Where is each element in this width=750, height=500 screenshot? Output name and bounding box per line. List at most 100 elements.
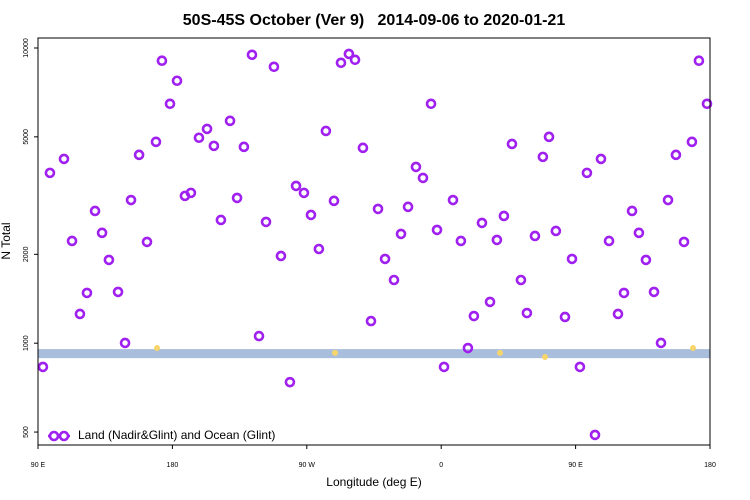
x-axis-label: Longitude (deg E) — [326, 475, 421, 489]
point — [395, 228, 407, 240]
point — [125, 194, 137, 206]
point — [66, 235, 78, 247]
point — [574, 361, 586, 373]
point — [298, 187, 310, 199]
point — [103, 254, 115, 266]
point — [171, 75, 183, 87]
point — [618, 287, 630, 299]
highlight-point — [154, 345, 161, 352]
point — [566, 253, 578, 265]
point — [343, 48, 355, 60]
point — [581, 167, 593, 179]
point — [357, 142, 369, 154]
point — [156, 55, 168, 67]
highlight-point — [497, 349, 504, 356]
point — [231, 192, 243, 204]
x-tick-label: 90 E — [31, 462, 46, 469]
highlight-point — [332, 349, 339, 356]
point — [417, 172, 429, 184]
x-tick-label: 180 — [704, 462, 716, 469]
point — [529, 230, 541, 242]
y-tick-label: 2000 — [23, 246, 30, 262]
point — [402, 201, 414, 213]
point — [44, 167, 56, 179]
legend-item: Land (Nadir&Glint) and Ocean (Glint) — [48, 428, 275, 442]
point — [260, 216, 272, 228]
point — [655, 337, 667, 349]
point — [150, 136, 162, 148]
point — [372, 203, 384, 215]
point — [686, 136, 698, 148]
point — [335, 57, 347, 69]
point — [537, 151, 549, 163]
point — [193, 132, 205, 144]
point — [484, 296, 496, 308]
point — [119, 337, 131, 349]
point — [388, 274, 400, 286]
legend-label: Land (Nadir&Glint) and Ocean (Glint) — [78, 428, 275, 442]
point — [215, 214, 227, 226]
point — [640, 254, 652, 266]
point — [58, 153, 70, 165]
point — [515, 274, 527, 286]
plot-frame — [37, 37, 711, 446]
point — [112, 286, 124, 298]
point — [313, 243, 325, 255]
point — [559, 311, 571, 323]
point — [678, 236, 690, 248]
point — [603, 235, 615, 247]
point — [693, 55, 705, 67]
point — [253, 330, 265, 342]
point — [662, 194, 674, 206]
point — [268, 61, 280, 73]
point — [224, 115, 236, 127]
point — [275, 250, 287, 262]
point — [208, 140, 220, 152]
point — [491, 234, 503, 246]
point — [81, 287, 93, 299]
point — [431, 224, 443, 236]
point — [164, 98, 176, 110]
x-tick-label: 0 — [439, 462, 443, 469]
legend-marker — [58, 430, 70, 442]
point — [468, 310, 480, 322]
legend-marker — [48, 430, 60, 442]
x-tick-label: 90 W — [299, 462, 316, 469]
band — [38, 349, 710, 359]
y-axis-label: N Total — [0, 222, 13, 259]
point — [246, 49, 258, 61]
point — [462, 342, 474, 354]
point — [506, 138, 518, 150]
y-tick-label: 500 — [23, 426, 30, 438]
point — [238, 141, 250, 153]
point — [589, 429, 601, 441]
point — [476, 217, 488, 229]
point — [379, 253, 391, 265]
point — [349, 54, 361, 66]
point — [320, 125, 332, 137]
point — [365, 315, 377, 327]
point — [498, 210, 510, 222]
point — [670, 149, 682, 161]
chart-title: 50S-45S October (Ver 9) 2014-09-06 to 20… — [183, 12, 566, 29]
point — [96, 227, 108, 239]
point — [701, 98, 713, 110]
point — [89, 205, 101, 217]
highlight-point — [541, 353, 548, 360]
highlight-point — [689, 345, 696, 352]
point — [185, 187, 197, 199]
x-tick-label: 90 E — [568, 462, 583, 469]
point — [455, 235, 467, 247]
point — [543, 131, 555, 143]
point — [74, 308, 86, 320]
point — [133, 149, 145, 161]
point — [447, 194, 459, 206]
point — [633, 227, 645, 239]
point — [305, 209, 317, 221]
point — [410, 161, 422, 173]
x-tick-label: 180 — [167, 462, 179, 469]
y-tick-label: 1000 — [23, 335, 30, 351]
y-tick-label: 10000 — [23, 38, 30, 58]
point — [612, 308, 624, 320]
